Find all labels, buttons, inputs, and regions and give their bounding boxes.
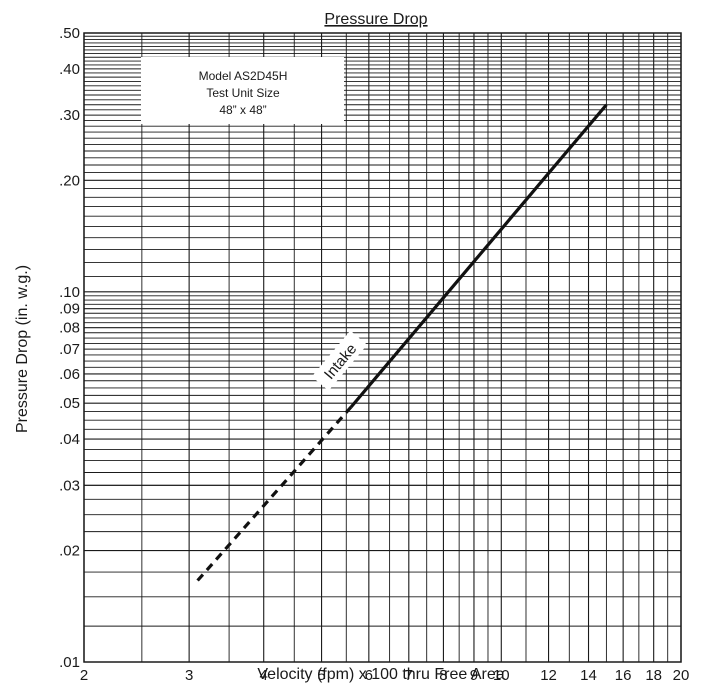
x-axis-label: Velocity (fpm) x 100 thru Free Area	[257, 666, 504, 683]
minor-grid	[84, 33, 681, 662]
x-tick-label: 10	[493, 667, 510, 684]
x-tick-label: 14	[580, 667, 597, 684]
model-note-background	[141, 57, 344, 124]
y-axis-label: Pressure Drop (in. w.g.)	[14, 265, 31, 433]
y-tick-label: .50	[59, 25, 80, 42]
x-tick-label: 18	[645, 667, 662, 684]
major-grid	[83, 32, 682, 663]
y-tick-label: .02	[59, 543, 80, 560]
series-label-background	[311, 330, 368, 391]
note-size: 48” x 48”	[219, 103, 266, 117]
intake-line-dashed	[196, 406, 353, 582]
y-tick-label: .08	[59, 320, 80, 337]
y-tick-label: .20	[59, 172, 80, 189]
y-tick-label: .04	[59, 431, 80, 448]
y-tick-label: .01	[59, 654, 80, 671]
x-tick-label: 7	[405, 667, 413, 684]
x-tick-label: 16	[615, 667, 632, 684]
y-tick-label: .30	[59, 107, 80, 124]
note-test-unit: Test Unit Size	[206, 86, 280, 100]
x-tick-label: 5	[317, 667, 325, 684]
note-model: Model AS2D45H	[199, 69, 288, 83]
y-tick-label: .05	[59, 395, 80, 412]
chart-title: Pressure Drop	[324, 11, 427, 28]
x-tick-label: 4	[260, 667, 268, 684]
y-tick-label: .40	[59, 61, 80, 78]
x-tick-label: 9	[470, 667, 478, 684]
plot-frame	[83, 32, 682, 663]
x-tick-label: 2	[80, 667, 88, 684]
x-tick-labels: 2 3 4 5 6 7 8 9 10 12 14 16 18 20	[80, 667, 690, 684]
x-tick-label: 6	[365, 667, 373, 684]
intake-line-solid	[349, 103, 608, 409]
y-tick-labels: .01 .02 .03 .04 .05 .06 .07 .08 .09.10 .20 .30 .40.…	[59, 25, 80, 671]
y-tick-label: .06	[59, 366, 80, 383]
y-tick-label: .10	[59, 284, 80, 301]
x-tick-label: 12	[540, 667, 557, 684]
data-series	[196, 103, 608, 582]
y-tick-label: .07	[59, 341, 80, 358]
x-tick-label: 20	[673, 667, 690, 684]
x-tick-label: 3	[185, 667, 193, 684]
y-tick-label: .03	[59, 477, 80, 494]
y-tick-label: .09	[59, 301, 80, 318]
x-tick-label: 8	[439, 667, 447, 684]
model-note-box: Model AS2D45H Test Unit Size 48” x 48”	[141, 57, 344, 124]
